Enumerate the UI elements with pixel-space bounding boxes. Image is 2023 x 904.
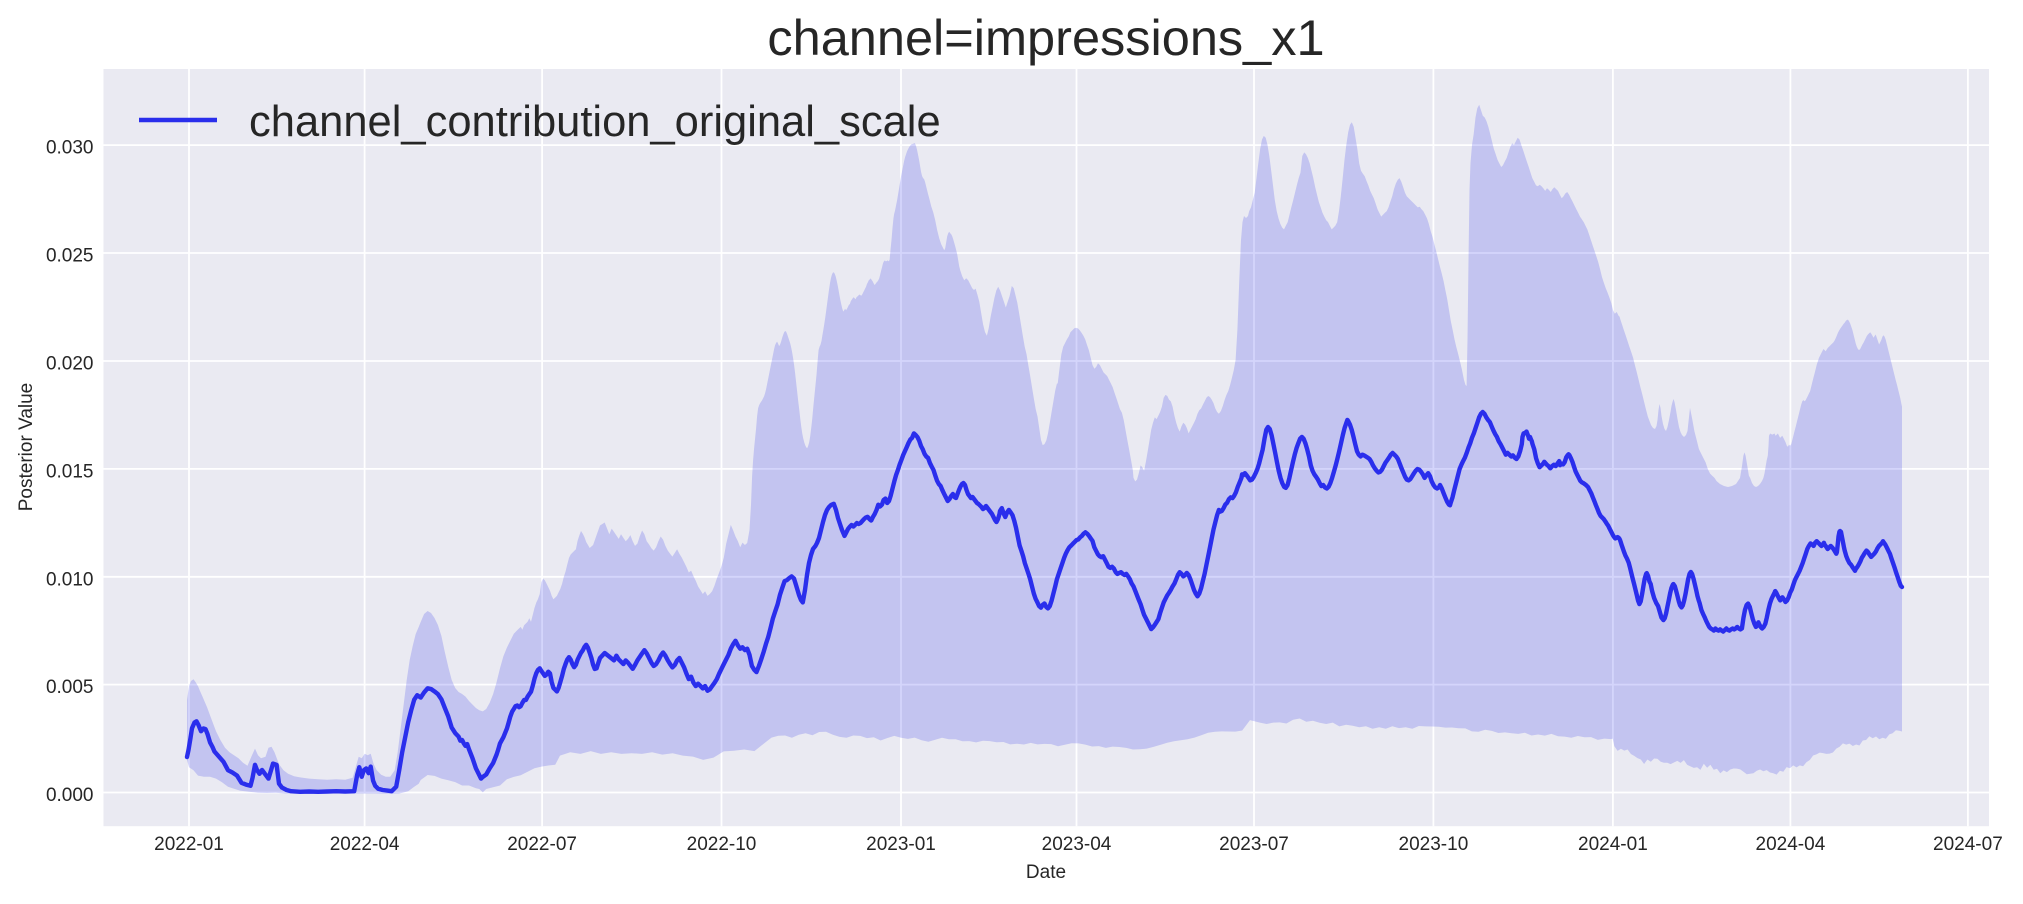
svg-text:0.030: 0.030 (46, 138, 94, 159)
svg-text:channel_contribution_original_: channel_contribution_original_scale (249, 98, 941, 146)
svg-text:2023-01: 2023-01 (866, 834, 936, 855)
svg-text:0.000: 0.000 (46, 785, 94, 806)
svg-text:0.025: 0.025 (46, 246, 94, 267)
svg-text:2023-07: 2023-07 (1219, 834, 1289, 855)
svg-text:2022-04: 2022-04 (330, 834, 400, 855)
svg-text:2024-04: 2024-04 (1756, 834, 1826, 855)
svg-text:channel=impressions_x1: channel=impressions_x1 (767, 9, 1324, 66)
svg-text:0.020: 0.020 (46, 354, 94, 375)
svg-text:2023-04: 2023-04 (1042, 834, 1112, 855)
svg-text:0.010: 0.010 (46, 569, 94, 590)
svg-text:2023-10: 2023-10 (1399, 834, 1469, 855)
svg-text:Posterior Value: Posterior Value (16, 383, 37, 512)
svg-text:2022-01: 2022-01 (154, 834, 224, 855)
svg-text:0.005: 0.005 (46, 677, 94, 698)
svg-text:0.015: 0.015 (46, 462, 94, 483)
svg-text:2022-10: 2022-10 (687, 834, 757, 855)
svg-text:2022-07: 2022-07 (507, 834, 577, 855)
svg-text:2024-07: 2024-07 (1933, 834, 2003, 855)
svg-text:2024-01: 2024-01 (1578, 834, 1648, 855)
svg-text:Date: Date (1026, 862, 1066, 883)
